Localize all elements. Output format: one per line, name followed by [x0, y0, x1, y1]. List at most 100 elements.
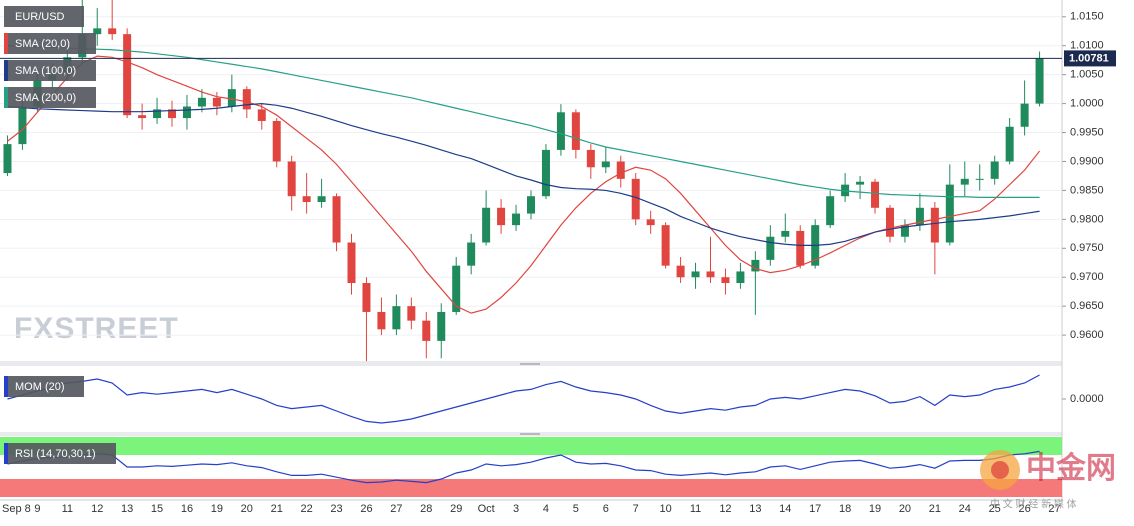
x-tick-label: 4: [543, 503, 549, 515]
x-tick-label: 24: [959, 503, 971, 515]
x-tick-label: 10: [659, 503, 671, 515]
y-tick-label: 0.9950: [1070, 126, 1104, 138]
x-tick-label: 20: [899, 503, 911, 515]
y-tick-label: 1.0050: [1070, 69, 1104, 81]
legend-box: [4, 60, 96, 81]
series-line: [7, 102, 1040, 246]
legend-label: EUR/USD: [15, 11, 65, 23]
x-tick-label: 21: [929, 503, 941, 515]
candle-body: [392, 306, 401, 330]
legend-swatch: [4, 87, 8, 108]
x-tick-label: 27: [1048, 503, 1060, 515]
x-tick-label: 18: [839, 503, 851, 515]
logo-text: 中金网: [1026, 451, 1116, 485]
x-tick-label: 11: [690, 503, 701, 515]
last-price-label: 1.00781: [1069, 52, 1109, 64]
watermark: FXSTREET: [14, 312, 179, 345]
candle-body: [512, 213, 521, 226]
legend-box: [4, 6, 84, 27]
candle-body: [871, 181, 880, 208]
candle-body: [497, 207, 506, 226]
candle-body: [93, 28, 102, 35]
candle-body: [332, 196, 341, 243]
candle-body: [227, 89, 236, 107]
candle-body: [826, 196, 835, 226]
last-price-box: [1064, 50, 1116, 67]
legend-box: [4, 87, 96, 108]
candle-body: [930, 207, 939, 243]
candle-body: [796, 230, 805, 266]
candle-body: [347, 242, 356, 284]
candle-body: [706, 271, 715, 278]
x-tick-label: 11: [62, 503, 73, 515]
x-tick-label: 23: [330, 503, 342, 515]
candle-body: [646, 219, 655, 226]
x-tick-label: 15: [151, 503, 163, 515]
candle-body: [272, 120, 281, 162]
candle-body: [527, 196, 535, 214]
candle-body: [197, 97, 206, 107]
y-tick-label: 0.9750: [1070, 242, 1104, 254]
y-tick-label: 0.9700: [1070, 271, 1104, 283]
candle-body: [362, 283, 371, 312]
legend-label: SMA (20,0): [15, 38, 70, 50]
candle-body: [766, 236, 775, 260]
x-tick-label: 3: [513, 503, 519, 515]
candle-body: [377, 311, 386, 330]
candle-body: [541, 149, 550, 197]
x-tick-label: 16: [181, 503, 193, 515]
candle-body: [242, 89, 251, 110]
candle-body: [153, 109, 162, 119]
candle-body: [482, 207, 491, 243]
y-tick-label: 1.0150: [1070, 11, 1104, 23]
x-tick-label: 27: [390, 503, 402, 515]
legend-box: [4, 33, 96, 54]
y-tick-label: 0.0000: [1070, 393, 1104, 405]
candle-body: [1035, 58, 1044, 104]
x-tick-label: 12: [91, 503, 103, 515]
candle-body: [601, 161, 610, 168]
candle-body: [212, 97, 221, 107]
x-tick-label: 25: [989, 503, 1001, 515]
y-tick-label: 1.0000: [1070, 98, 1104, 110]
candle-body: [422, 320, 431, 341]
x-tick-label: 29: [450, 503, 462, 515]
legend-swatch: [4, 443, 8, 464]
x-tick-label: 17: [809, 503, 821, 515]
candle-body: [616, 161, 625, 179]
zone: [0, 437, 1062, 455]
legend-label: RSI (14,70,30,1): [15, 448, 96, 460]
candle-body: [751, 259, 760, 272]
candle-body: [108, 28, 117, 35]
candle-body: [138, 115, 147, 119]
candle-body: [1020, 103, 1029, 127]
logo-icon: [991, 461, 1009, 479]
zone: [0, 479, 1062, 497]
x-tick-label: 28: [420, 503, 432, 515]
x-tick-label: 19: [869, 503, 881, 515]
candle-body: [3, 144, 12, 174]
candle-body: [571, 112, 580, 150]
candle-body: [781, 230, 790, 237]
x-tick-label: 9: [34, 503, 40, 515]
candle-body: [467, 242, 476, 266]
x-tick-label: 19: [211, 503, 223, 515]
logo-tagline: 中 文 财 经 新 媒 体: [990, 498, 1077, 511]
y-tick-label: 1.0100: [1070, 40, 1104, 52]
x-tick-label: Sep 8: [2, 503, 31, 515]
candle-body: [736, 271, 745, 284]
y-tick-label: 0.9850: [1070, 184, 1104, 196]
candle-body: [885, 207, 894, 237]
legend-swatch: [4, 60, 8, 81]
x-tick-label: 7: [633, 503, 639, 515]
marks: 1.0150 1.0100 1.0050 1.0000 0.9950 0.9900 0.98…: [0, 0, 1116, 515]
candle-body: [676, 265, 685, 278]
x-tick-label: 6: [603, 503, 609, 515]
x-tick-label: 21: [271, 503, 283, 515]
candle-body: [1005, 126, 1014, 162]
legend-label: SMA (100,0): [15, 65, 76, 77]
candle-body: [990, 161, 999, 179]
x-tick-label: 12: [719, 503, 731, 515]
candle-body: [317, 196, 326, 202]
